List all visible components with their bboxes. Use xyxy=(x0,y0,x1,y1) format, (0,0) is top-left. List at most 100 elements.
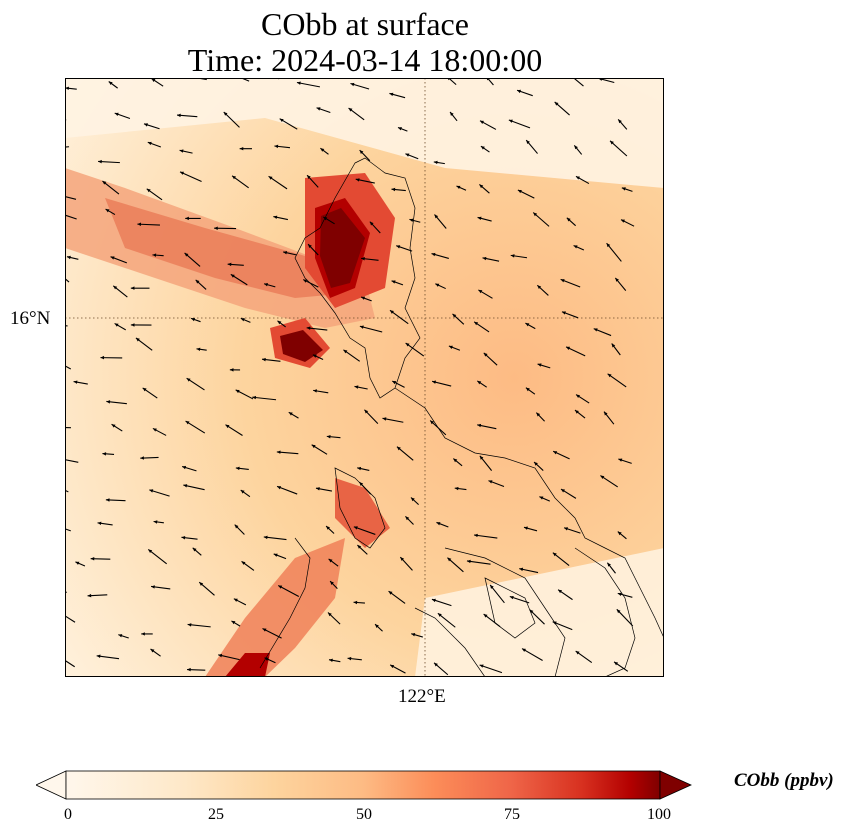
map-panel xyxy=(65,78,664,677)
wind-arrow xyxy=(223,111,240,128)
wind-arrowhead xyxy=(152,428,157,432)
wind-arrowhead xyxy=(105,498,110,502)
wind-arrowhead xyxy=(330,581,334,585)
wind-arrow xyxy=(252,396,277,401)
wind-arrowhead xyxy=(187,667,191,672)
wind-arrowhead xyxy=(320,148,325,152)
wind-arrowhead xyxy=(288,412,293,416)
wind-arrowhead xyxy=(453,458,458,463)
colorbar-extend-min xyxy=(36,770,67,800)
wind-arrow xyxy=(473,534,498,539)
wind-arrowhead xyxy=(180,171,185,175)
wind-arrowhead xyxy=(574,145,578,150)
coastline xyxy=(334,467,386,549)
wind-arrowhead xyxy=(329,658,333,663)
wind-arrowhead xyxy=(328,558,333,563)
wind-arrowhead xyxy=(526,140,530,144)
low-concentration-region xyxy=(415,548,664,677)
coastline xyxy=(259,537,311,669)
wind-arrowhead xyxy=(537,363,542,367)
wind-arrowhead xyxy=(600,475,605,479)
colorbar-gradient xyxy=(65,770,661,800)
wind-arrow xyxy=(96,655,120,660)
wind-arrowhead xyxy=(66,255,71,260)
wind-arrow xyxy=(185,420,206,434)
wind-arrowhead xyxy=(447,557,452,562)
wind-arrowhead xyxy=(273,215,278,219)
wind-arrowhead xyxy=(533,212,538,217)
wind-arrowhead xyxy=(262,357,266,362)
wind-arrowhead xyxy=(560,489,565,493)
wind-arrowhead xyxy=(382,417,387,421)
wind-arrowhead xyxy=(510,254,515,258)
wind-arrowhead xyxy=(391,280,396,284)
wind-arrowhead xyxy=(615,277,619,282)
wind-arrowhead xyxy=(603,411,608,416)
wind-arrowhead xyxy=(566,346,571,350)
wind-arrowhead xyxy=(437,613,442,617)
colorbar-tick-label: 25 xyxy=(208,806,224,823)
wind-arrowhead xyxy=(537,285,542,289)
wind-arrowhead xyxy=(400,557,405,561)
smoke-plume xyxy=(205,538,345,677)
colorbar-tick-label: 100 xyxy=(647,806,671,823)
wind-arrowhead xyxy=(130,323,135,327)
wind-arrowhead xyxy=(118,634,123,638)
wind-arrowhead xyxy=(350,82,355,87)
wind-arrowhead xyxy=(525,323,530,327)
wind-arrow xyxy=(606,242,622,262)
wind-arrowhead xyxy=(262,628,267,632)
wind-arrowhead xyxy=(479,455,484,460)
wind-arrowhead xyxy=(479,120,484,124)
wind-arrowhead xyxy=(151,585,155,589)
wind-arrowhead xyxy=(483,614,488,618)
wind-arrowhead xyxy=(114,112,119,116)
wind-arrowhead xyxy=(264,283,268,287)
wind-arrowhead xyxy=(554,101,559,106)
colorbar-tick-label: 0 xyxy=(64,806,72,823)
wind-arrowhead xyxy=(150,648,155,653)
wind-arrowhead xyxy=(607,562,611,567)
wind-arrowhead xyxy=(575,651,580,655)
wind-arrowhead xyxy=(274,144,279,149)
wind-arrowhead xyxy=(409,218,414,222)
wind-arrowhead xyxy=(490,584,494,589)
wind-arrowhead xyxy=(434,214,439,219)
wind-arrowhead xyxy=(326,526,330,530)
wind-arrowhead xyxy=(277,320,282,325)
wind-arrowhead xyxy=(276,450,281,454)
wind-arrowhead xyxy=(264,657,269,661)
wind-arrowhead xyxy=(479,184,484,189)
coastline xyxy=(444,547,566,677)
wind-arrowhead xyxy=(114,323,119,327)
wind-arrowhead xyxy=(273,553,278,557)
wind-arrowhead xyxy=(534,461,538,466)
wind-arrowhead xyxy=(450,112,454,116)
wind-arrowhead xyxy=(214,226,218,230)
wind-arrowhead xyxy=(199,582,204,586)
wind-arrowhead xyxy=(574,410,579,414)
colorbar-label: CObb (ppbv) xyxy=(734,770,834,791)
wind-arrowhead xyxy=(311,444,316,449)
wind-arrowhead xyxy=(454,486,459,491)
wind-arrowhead xyxy=(102,452,107,456)
wind-arrowhead xyxy=(229,368,234,372)
wind-arrowhead xyxy=(474,321,479,326)
wind-arrowhead xyxy=(397,127,402,131)
wind-arrowhead xyxy=(357,545,362,549)
wind-arrowhead xyxy=(105,209,110,213)
coastline xyxy=(414,607,486,677)
wind-arrowhead xyxy=(616,609,621,614)
wind-arrowhead xyxy=(223,111,228,116)
coastline xyxy=(574,547,636,677)
wind-arrowhead xyxy=(283,251,288,255)
wind-arrow xyxy=(65,459,79,463)
wind-arrowhead xyxy=(187,623,192,627)
wind-arrowhead xyxy=(576,394,580,399)
wind-arrowhead xyxy=(232,175,236,180)
wind-arrowhead xyxy=(106,400,111,404)
wind-arrowhead xyxy=(405,516,410,521)
wind-arrowhead xyxy=(347,656,352,661)
coastline xyxy=(294,157,421,399)
wind-arrowhead xyxy=(561,311,566,315)
